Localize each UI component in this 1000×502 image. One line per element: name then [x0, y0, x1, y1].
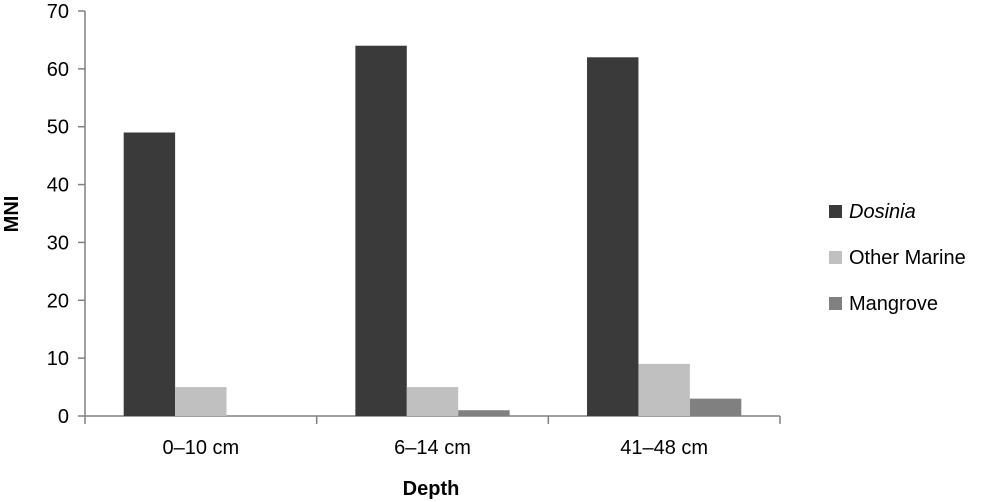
y-tick-label: 20 [47, 290, 69, 312]
y-tick-label: 0 [58, 406, 69, 428]
legend-label: Other Marine [849, 247, 966, 269]
x-axis: 0–10 cm 6–14 cm 41–48 cm [84, 415, 781, 459]
legend-swatch [829, 251, 842, 264]
x-tick-label: 41–48 cm [620, 437, 708, 459]
bar-other-marine [175, 387, 227, 416]
bar-mangrove [689, 398, 742, 416]
legend: Dosinia Other Marine Mangrove [829, 201, 966, 315]
legend-swatch [829, 297, 842, 310]
x-axis-title: Depth [403, 478, 460, 500]
y-tick-label: 60 [47, 59, 69, 81]
y-axis-title: MNI [1, 196, 23, 233]
y-tick-label: 10 [47, 348, 69, 370]
bar-mangrove [458, 410, 510, 416]
y-axis: 0 10 20 30 40 50 60 70 [47, 1, 86, 428]
bar-dosinia [123, 132, 176, 416]
y-tick-label: 70 [47, 1, 69, 23]
bar-other-marine [406, 387, 459, 416]
legend-label: Mangrove [849, 293, 938, 315]
x-tick-label: 0–10 cm [162, 437, 239, 459]
y-tick-label: 50 [47, 117, 69, 139]
legend-swatch [829, 205, 842, 218]
y-tick-label: 40 [47, 175, 69, 197]
bar-dosinia [587, 57, 639, 417]
bars [123, 45, 742, 417]
y-tick-label: 30 [47, 232, 69, 254]
legend-label: Dosinia [849, 201, 916, 223]
bar-dosinia [355, 45, 407, 416]
x-tick-label: 6–14 cm [394, 437, 471, 459]
bar-other-marine [638, 363, 690, 416]
